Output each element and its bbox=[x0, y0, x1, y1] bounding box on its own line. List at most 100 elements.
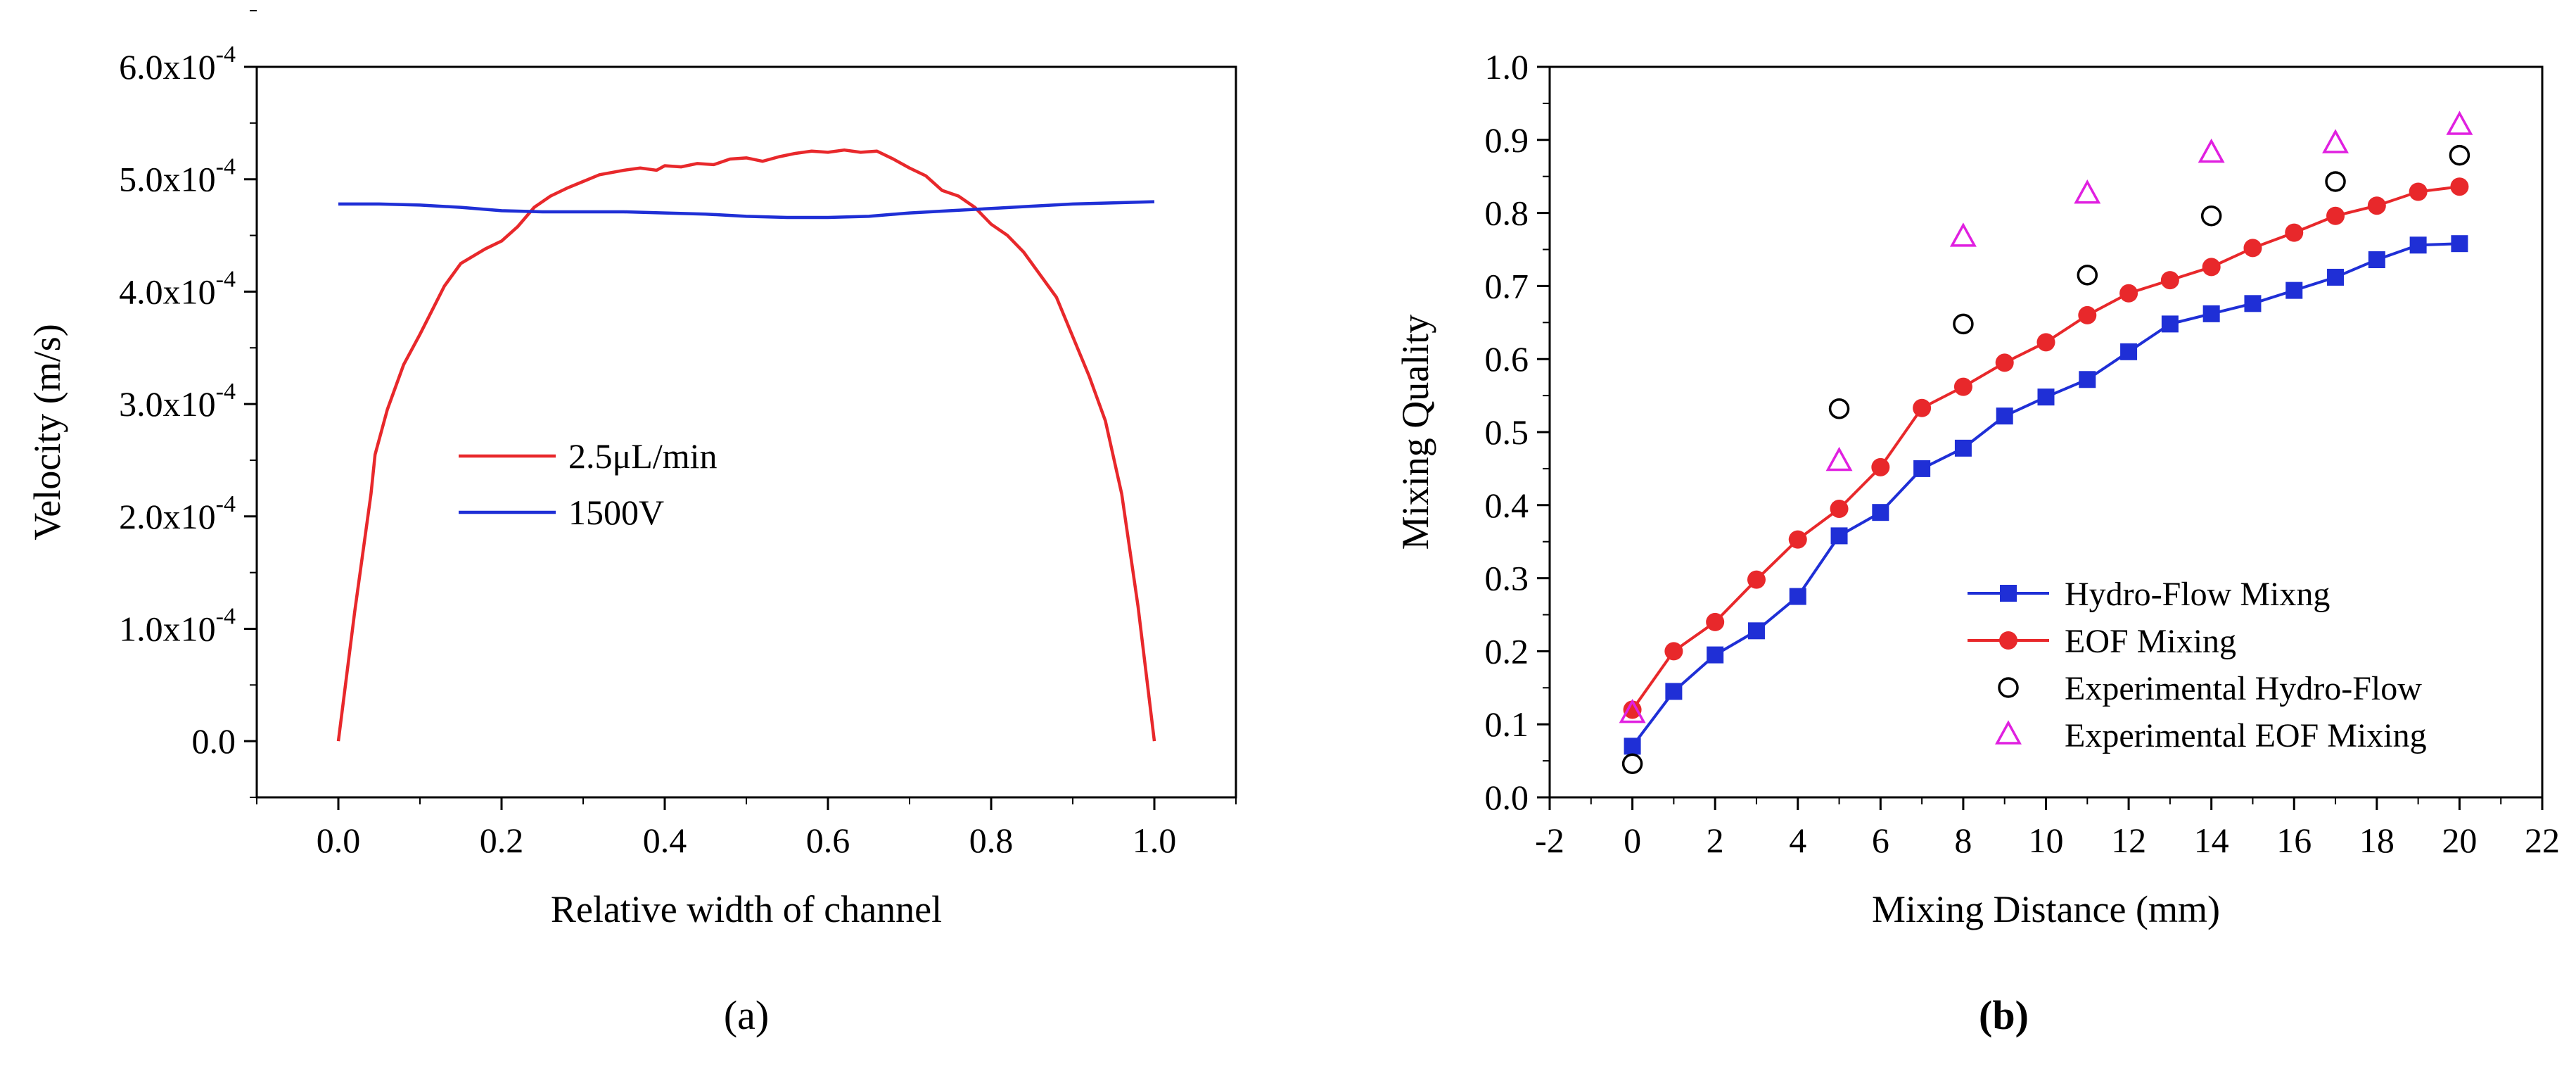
data-point-exp-eof bbox=[1949, 222, 1977, 247]
y-tick-label: 1.0x10-4 bbox=[119, 603, 236, 648]
legend-label: Hydro-Flow Mixng bbox=[2065, 576, 2330, 613]
legend-marker bbox=[1998, 677, 2019, 698]
data-point-eof bbox=[2326, 206, 2345, 225]
legend-marker bbox=[1995, 720, 2022, 745]
y-tick-label: 0.4 bbox=[1485, 486, 1529, 525]
x-tick-label: 18 bbox=[2359, 821, 2395, 860]
data-point-eof bbox=[2202, 258, 2221, 277]
data-point-exp-hydro-flow bbox=[2449, 144, 2470, 166]
data-point-eof bbox=[2119, 284, 2138, 303]
data-point-hydro-flow bbox=[2451, 235, 2468, 253]
y-tick-label: 0.1 bbox=[1485, 704, 1529, 744]
x-tick-label: 1.0 bbox=[1133, 821, 1177, 860]
data-point-eof bbox=[1706, 612, 1725, 631]
data-point-hydro-flow bbox=[2161, 315, 2179, 333]
x-tick-label: 0 bbox=[1624, 821, 1641, 860]
y-tick-label: 0.3 bbox=[1485, 559, 1529, 598]
data-point-hydro-flow bbox=[1830, 527, 1848, 545]
data-point-eof bbox=[2243, 239, 2262, 258]
x-tick-label: 6 bbox=[1872, 821, 1889, 860]
x-tick-label: 4 bbox=[1789, 821, 1806, 860]
data-point-eof bbox=[2450, 177, 2469, 196]
data-point-eof bbox=[2036, 333, 2055, 352]
data-point-exp-hydro-flow bbox=[1828, 398, 1850, 419]
x-axis-label: Mixing Distance (mm) bbox=[1872, 888, 2220, 930]
x-tick-label: 0.0 bbox=[317, 821, 361, 860]
panel-label-a: (a) bbox=[724, 992, 769, 1038]
y-tick-label: 0.0 bbox=[192, 721, 236, 761]
data-point-hydro-flow bbox=[1872, 504, 1889, 521]
data-point-eof bbox=[1623, 700, 1642, 719]
data-point-eof bbox=[1747, 570, 1766, 589]
y-axis-label: Mixing Quality bbox=[1394, 315, 1436, 550]
legend-label: 1500V bbox=[568, 493, 664, 532]
y-tick-label: 2.0x10-4 bbox=[119, 491, 236, 536]
y-tick-label: 0.7 bbox=[1485, 266, 1529, 305]
data-point-exp-eof bbox=[2074, 179, 2101, 204]
data-point-eof bbox=[1913, 398, 1932, 417]
legend-label: EOF Mixing bbox=[2065, 623, 2236, 660]
y-tick-label: 0.0 bbox=[1485, 778, 1529, 817]
data-point-exp-hydro-flow bbox=[1953, 313, 1974, 335]
x-tick-label: -2 bbox=[1535, 821, 1564, 860]
y-tick-label: 3.0x10-4 bbox=[119, 379, 236, 424]
x-tick-label: 2 bbox=[1707, 821, 1724, 860]
x-tick-label: 0.6 bbox=[806, 821, 850, 860]
data-point-hydro-flow bbox=[2202, 305, 2220, 322]
data-point-eof bbox=[2409, 182, 2428, 201]
data-point-exp-eof bbox=[1825, 446, 1853, 472]
data-point-hydro-flow bbox=[2285, 282, 2303, 299]
data-point-eof bbox=[1830, 499, 1849, 518]
series-line-flow bbox=[336, 148, 1156, 742]
series-line-voltage bbox=[338, 200, 1155, 220]
data-point-exp-eof bbox=[2446, 110, 2473, 135]
data-point-hydro-flow bbox=[2037, 388, 2055, 406]
x-tick-label: 0.2 bbox=[480, 821, 524, 860]
data-point-eof bbox=[1953, 377, 1972, 396]
data-point-exp-hydro-flow bbox=[2200, 205, 2222, 227]
y-tick-label: 0.8 bbox=[1485, 194, 1529, 233]
x-tick-label: 12 bbox=[2111, 821, 2146, 860]
legend-label: 2.5μL/min bbox=[568, 436, 718, 476]
data-point-hydro-flow bbox=[2409, 236, 2427, 254]
data-point-exp-hydro-flow bbox=[1621, 753, 1643, 775]
data-point-hydro-flow bbox=[1747, 622, 1765, 640]
data-point-hydro-flow bbox=[1913, 460, 1931, 477]
data-point-hydro-flow bbox=[2327, 268, 2345, 286]
y-tick-label: 0.6 bbox=[1485, 339, 1529, 379]
data-point-hydro-flow bbox=[1707, 646, 1724, 664]
data-point-eof bbox=[2078, 305, 2097, 324]
data-point-exp-hydro-flow bbox=[2325, 171, 2346, 192]
data-point-hydro-flow bbox=[1665, 683, 1683, 700]
x-tick-label: 10 bbox=[2029, 821, 2064, 860]
y-tick-label: 0.5 bbox=[1485, 412, 1529, 452]
legend-marker bbox=[1999, 631, 2017, 650]
panel-label-b: (b) bbox=[1979, 992, 2029, 1038]
data-point-hydro-flow bbox=[2079, 371, 2096, 388]
data-point-hydro-flow bbox=[2368, 251, 2385, 269]
data-point-eof bbox=[1995, 353, 2014, 372]
data-point-eof bbox=[1664, 642, 1683, 661]
x-axis-label: Relative width of channel bbox=[551, 888, 942, 930]
x-tick-label: 16 bbox=[2276, 821, 2312, 860]
y-axis-label: Velocity (m/s) bbox=[26, 324, 68, 540]
y-tick-label: 6.0x10-4 bbox=[119, 42, 236, 87]
data-point-hydro-flow bbox=[1996, 407, 2013, 425]
y-tick-label: 0.9 bbox=[1485, 120, 1529, 160]
data-point-hydro-flow bbox=[2244, 295, 2262, 312]
chart-panel-a: 0.0 0.2 0.4 0.6 0.8 1.0 0.0 1.0x10-4 2.0x10-4 3.0… bbox=[26, 10, 1237, 1038]
x-tick-label: 14 bbox=[2194, 821, 2229, 860]
y-tick-label: 4.0x10-4 bbox=[119, 266, 236, 311]
legend-label: Experimental EOF Mixing bbox=[2065, 717, 2427, 754]
data-point-exp-eof bbox=[2198, 138, 2225, 163]
legend-marker bbox=[2000, 585, 2017, 602]
data-point-hydro-flow bbox=[1789, 588, 1806, 605]
data-point-hydro-flow bbox=[2120, 343, 2138, 360]
x-tick-label: 8 bbox=[1954, 821, 1972, 860]
data-point-eof bbox=[2160, 271, 2179, 290]
data-point-exp-eof bbox=[2322, 129, 2349, 153]
data-point-exp-hydro-flow bbox=[2077, 265, 2098, 286]
data-point-hydro-flow bbox=[1624, 738, 1641, 755]
x-tick-label: 0.8 bbox=[969, 821, 1014, 860]
